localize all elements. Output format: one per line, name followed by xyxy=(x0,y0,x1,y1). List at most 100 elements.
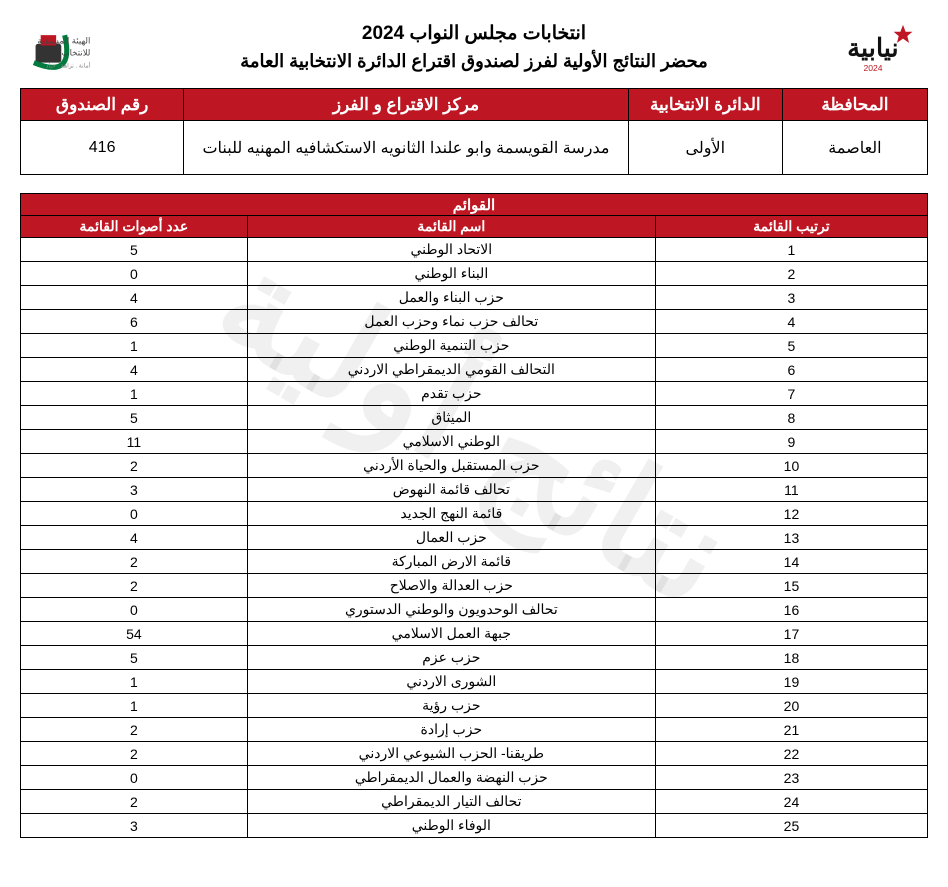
list-votes: 5 xyxy=(21,646,248,670)
list-rank: 7 xyxy=(655,382,927,406)
info-district: الأولى xyxy=(628,121,782,175)
commission-logo-icon: الهيئة المستقلة للانتخاب أمانة . نزاهة .… xyxy=(20,18,130,78)
table-row: 21حزب إرادة2 xyxy=(21,718,928,742)
list-votes: 2 xyxy=(21,574,248,598)
list-name: حزب البناء والعمل xyxy=(247,286,655,310)
list-rank: 8 xyxy=(655,406,927,430)
table-row: 15حزب العدالة والاصلاح2 xyxy=(21,574,928,598)
list-votes: 2 xyxy=(21,718,248,742)
table-row: 6التحالف القومي الديمقراطي الاردني4 xyxy=(21,358,928,382)
table-row: 22طريقنا- الحزب الشيوعي الاردني2 xyxy=(21,742,928,766)
list-name: جبهة العمل الاسلامي xyxy=(247,622,655,646)
table-row: 5حزب التنمية الوطني1 xyxy=(21,334,928,358)
table-row: 4تحالف حزب نماء وحزب العمل6 xyxy=(21,310,928,334)
list-rank: 18 xyxy=(655,646,927,670)
list-name: قائمة الارض المباركة xyxy=(247,550,655,574)
list-rank: 9 xyxy=(655,430,927,454)
list-name: حزب تقدم xyxy=(247,382,655,406)
table-row: 25الوفاء الوطني3 xyxy=(21,814,928,838)
list-name: طريقنا- الحزب الشيوعي الاردني xyxy=(247,742,655,766)
list-name: حزب عزم xyxy=(247,646,655,670)
list-rank: 19 xyxy=(655,670,927,694)
svg-text:2024: 2024 xyxy=(863,63,882,73)
list-votes: 1 xyxy=(21,382,248,406)
table-row: 10حزب المستقبل والحياة الأردني2 xyxy=(21,454,928,478)
lists-table: القوائم ترتيب القائمة اسم القائمة عدد أص… xyxy=(20,193,928,838)
list-rank: 23 xyxy=(655,766,927,790)
list-votes: 11 xyxy=(21,430,248,454)
list-votes: 3 xyxy=(21,814,248,838)
info-header-center: مركز الاقتراع و الفرز xyxy=(184,89,628,121)
list-header-rank: ترتيب القائمة xyxy=(655,216,927,238)
list-name: التحالف القومي الديمقراطي الاردني xyxy=(247,358,655,382)
page-title: انتخابات مجلس النواب 2024 xyxy=(130,22,818,45)
list-votes: 6 xyxy=(21,310,248,334)
list-votes: 5 xyxy=(21,406,248,430)
table-row: 1الاتحاد الوطني5 xyxy=(21,238,928,262)
list-name: الميثاق xyxy=(247,406,655,430)
svg-text:للانتخاب: للانتخاب xyxy=(62,48,91,58)
list-votes: 0 xyxy=(21,766,248,790)
table-row: 12قائمة النهج الجديد0 xyxy=(21,502,928,526)
list-name: الشورى الاردني xyxy=(247,670,655,694)
list-votes: 1 xyxy=(21,694,248,718)
table-row: 24تحالف التيار الديمقراطي2 xyxy=(21,790,928,814)
list-rank: 12 xyxy=(655,502,927,526)
list-name: حزب إرادة xyxy=(247,718,655,742)
list-rank: 10 xyxy=(655,454,927,478)
election-logo-icon: نيابية 2024 xyxy=(818,18,928,78)
list-header-votes: عدد أصوات القائمة xyxy=(21,216,248,238)
svg-text:نيابية: نيابية xyxy=(847,35,898,63)
list-votes: 4 xyxy=(21,526,248,550)
list-votes: 0 xyxy=(21,502,248,526)
list-name: تحالف حزب نماء وحزب العمل xyxy=(247,310,655,334)
list-name: الاتحاد الوطني xyxy=(247,238,655,262)
page-subtitle: محضر النتائج الأولية لفرز لصندوق اقتراع … xyxy=(130,51,818,72)
list-name: حزب المستقبل والحياة الأردني xyxy=(247,454,655,478)
list-votes: 2 xyxy=(21,742,248,766)
list-name: حزب النهضة والعمال الديمقراطي xyxy=(247,766,655,790)
list-votes: 1 xyxy=(21,670,248,694)
list-header-name: اسم القائمة xyxy=(247,216,655,238)
table-row: 14قائمة الارض المباركة2 xyxy=(21,550,928,574)
list-rank: 20 xyxy=(655,694,927,718)
list-votes: 2 xyxy=(21,454,248,478)
list-name: حزب التنمية الوطني xyxy=(247,334,655,358)
list-name: حزب رؤية xyxy=(247,694,655,718)
table-row: 13حزب العمال4 xyxy=(21,526,928,550)
list-name: تحالف التيار الديمقراطي xyxy=(247,790,655,814)
info-box: 416 xyxy=(21,121,184,175)
info-header-governorate: المحافظة xyxy=(782,89,927,121)
list-rank: 21 xyxy=(655,718,927,742)
list-votes: 4 xyxy=(21,358,248,382)
table-row: 19الشورى الاردني1 xyxy=(21,670,928,694)
table-row: 8الميثاق5 xyxy=(21,406,928,430)
list-rank: 16 xyxy=(655,598,927,622)
info-table: المحافظة الدائرة الانتخابية مركز الاقترا… xyxy=(20,88,928,175)
list-votes: 54 xyxy=(21,622,248,646)
list-rank: 11 xyxy=(655,478,927,502)
table-row: 16تحالف الوحدويون والوطني الدستوري0 xyxy=(21,598,928,622)
list-name: قائمة النهج الجديد xyxy=(247,502,655,526)
list-votes: 3 xyxy=(21,478,248,502)
list-name: الوفاء الوطني xyxy=(247,814,655,838)
list-rank: 22 xyxy=(655,742,927,766)
list-rank: 6 xyxy=(655,358,927,382)
table-row: 3حزب البناء والعمل4 xyxy=(21,286,928,310)
list-rank: 13 xyxy=(655,526,927,550)
list-votes: 0 xyxy=(21,262,248,286)
info-center: مدرسة القويسمة وابو علندا الثانويه الاست… xyxy=(184,121,628,175)
list-rank: 15 xyxy=(655,574,927,598)
list-rank: 1 xyxy=(655,238,927,262)
table-row: 20حزب رؤية1 xyxy=(21,694,928,718)
list-name: تحالف الوحدويون والوطني الدستوري xyxy=(247,598,655,622)
list-rank: 2 xyxy=(655,262,927,286)
list-rank: 4 xyxy=(655,310,927,334)
table-row: 18حزب عزم5 xyxy=(21,646,928,670)
document-header: نيابية 2024 انتخابات مجلس النواب 2024 مح… xyxy=(20,18,928,78)
list-votes: 2 xyxy=(21,790,248,814)
info-row: العاصمة الأولى مدرسة القويسمة وابو علندا… xyxy=(21,121,928,175)
list-name: البناء الوطني xyxy=(247,262,655,286)
list-votes: 0 xyxy=(21,598,248,622)
list-votes: 1 xyxy=(21,334,248,358)
